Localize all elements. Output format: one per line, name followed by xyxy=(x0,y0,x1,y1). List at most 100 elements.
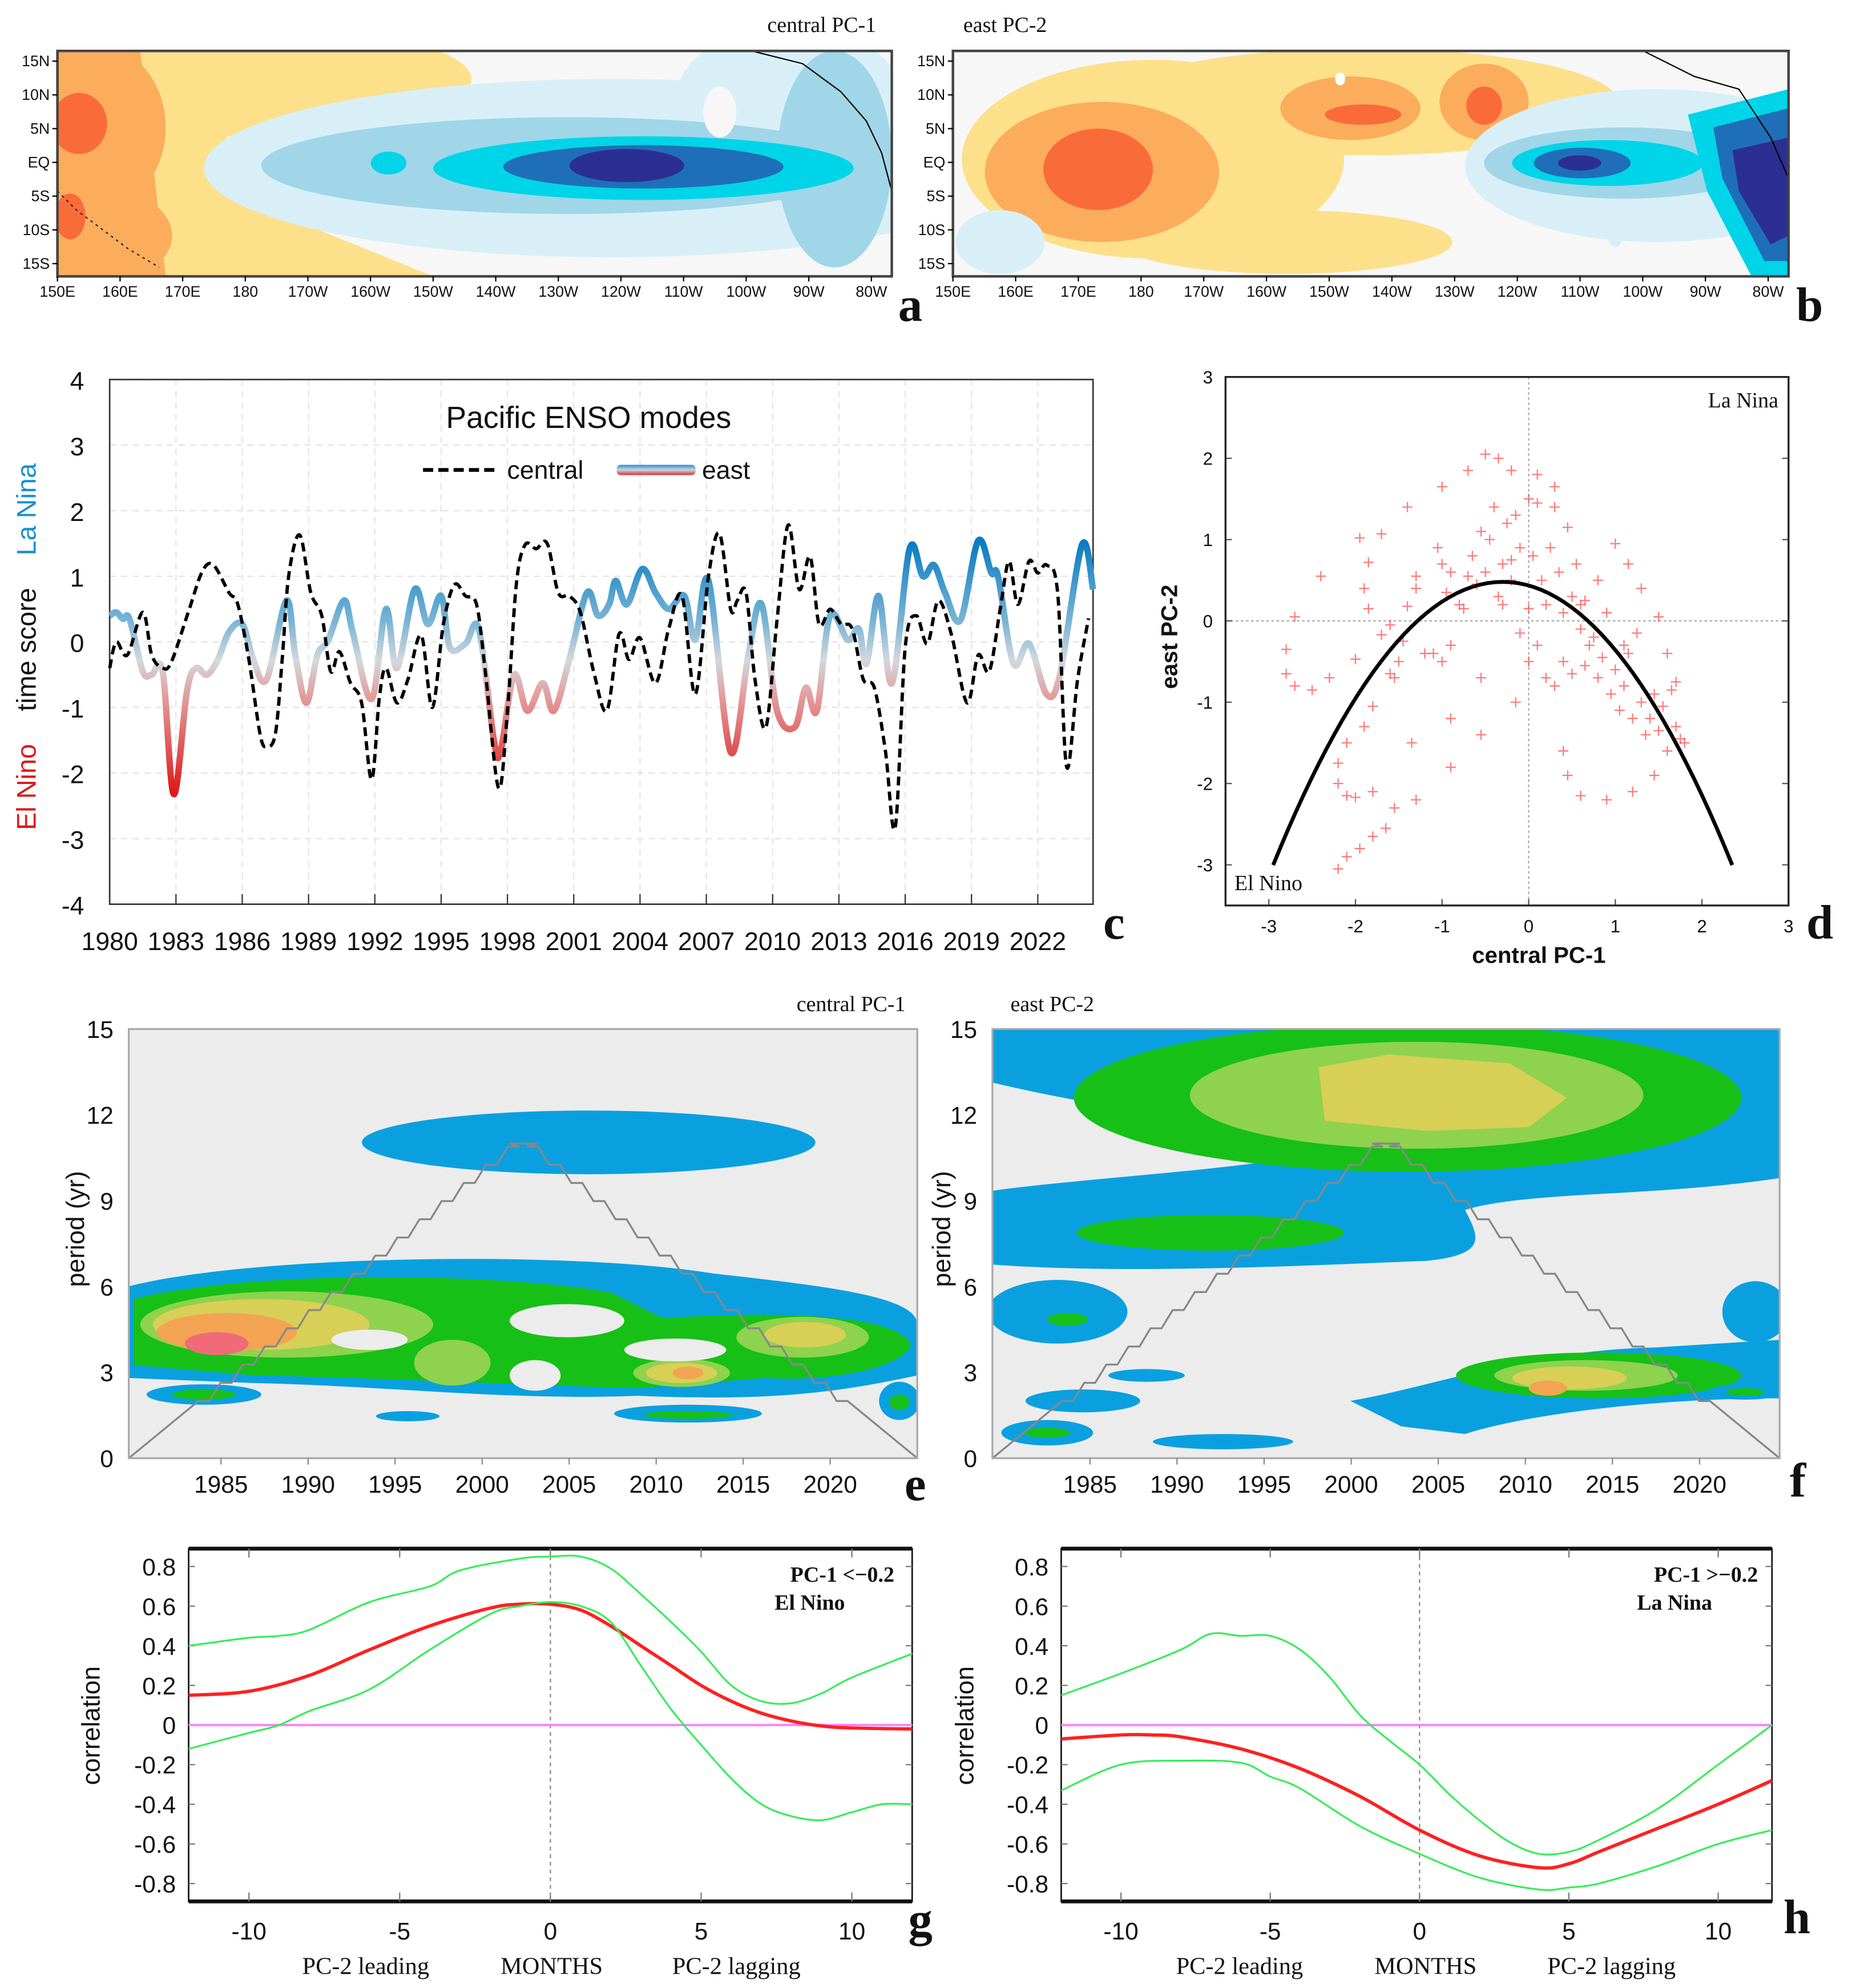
lon-tick-label: 160W xyxy=(350,283,391,300)
panel-g-event: El Nino xyxy=(774,1591,845,1615)
scatter-point xyxy=(1575,624,1586,635)
panel-label-c: c xyxy=(1103,896,1125,949)
lat-tick-label: EQ xyxy=(28,153,50,171)
scatter-point xyxy=(1567,668,1577,679)
quadratic-fit-curve xyxy=(1271,580,1734,866)
scatter-point xyxy=(1510,510,1521,520)
lon-tick-label: 120W xyxy=(601,283,641,300)
panel-e-frame xyxy=(127,1028,918,1460)
y-tick-label: 0 xyxy=(100,1445,114,1472)
panel-a-axes: 15N 10N 5N EQ 5S 10S 15S 150E 160E 170E 180 170W 160… xyxy=(22,52,887,300)
y-tick-label: 0 xyxy=(163,1712,176,1739)
scatter-point xyxy=(1632,628,1643,639)
ylabel-time-score: time score xyxy=(12,588,42,711)
panel-g-xlabel-center: MONTHS xyxy=(501,1953,603,1979)
scatter-point xyxy=(1601,794,1612,805)
scatter-point xyxy=(1506,465,1517,476)
correlation-line xyxy=(188,1602,913,1731)
panel-g-xlabel-left: PC-2 leading xyxy=(302,1953,430,1979)
cone-of-influence xyxy=(128,1142,918,1458)
scatter-point xyxy=(1476,526,1486,537)
scatter-point xyxy=(1402,502,1413,512)
y-tick-label: -0.2 xyxy=(1007,1752,1048,1779)
scatter-point xyxy=(1605,689,1616,700)
scatter-point xyxy=(1376,629,1387,640)
panel-b-frame xyxy=(951,50,1790,278)
scatter-point xyxy=(1341,790,1352,801)
scatter-point xyxy=(1498,559,1508,569)
panel-a-map xyxy=(57,51,892,277)
y-tick-label: 0.2 xyxy=(142,1672,176,1699)
x-tick-label: -10 xyxy=(232,1918,267,1945)
scatter-point xyxy=(1458,603,1469,614)
y-tick-label: 15 xyxy=(87,1016,114,1043)
scatter-point xyxy=(1575,599,1586,610)
scatter-point xyxy=(1653,725,1664,736)
scatter-point xyxy=(1666,685,1677,696)
panel-h-xlabel-left: PC-2 leading xyxy=(1176,1953,1304,1979)
panel-label-d: d xyxy=(1806,896,1833,949)
panel-f-axes: 15 12 9 6 3 0 1985 1990 1995 2000 2005 2010 2015 2020 xyxy=(950,1016,1726,1498)
x-tick-label: 1986 xyxy=(214,928,271,956)
scatter-point xyxy=(1367,831,1378,842)
lon-tick-label: 100W xyxy=(1623,283,1663,300)
scatter-point xyxy=(1498,599,1508,610)
scatter-point xyxy=(1580,595,1591,606)
scatter-point xyxy=(1554,567,1564,577)
correlation-line xyxy=(1061,1732,1773,1870)
scatter-point xyxy=(1675,733,1686,744)
islands xyxy=(57,190,160,268)
scatter-point xyxy=(1540,599,1551,610)
annotation-el-nino: El Nino xyxy=(1234,871,1302,895)
panel-c-title: Pacific ENSO modes xyxy=(446,401,731,435)
panel-b-map xyxy=(953,51,1789,277)
lon-tick-label: 180 xyxy=(1128,283,1154,300)
y-tick-label: -2 xyxy=(62,761,84,789)
panel-a-title: central PC-1 xyxy=(767,13,876,37)
y-tick-label: 9 xyxy=(964,1188,978,1215)
scatter-point xyxy=(1510,697,1521,708)
scatter-point xyxy=(1476,672,1486,683)
x-tick-label: 2000 xyxy=(1324,1471,1378,1498)
scatter-point xyxy=(1480,567,1491,577)
scatter-point xyxy=(1324,672,1335,683)
x-tick-label: -3 xyxy=(1261,916,1277,936)
scatter-point xyxy=(1545,542,1556,553)
x-tick-label: 0 xyxy=(544,1918,558,1945)
scatter-point xyxy=(1381,823,1391,834)
scatter-point xyxy=(1419,648,1430,659)
legend-east-label: east xyxy=(702,456,751,484)
y-tick-label: -0.4 xyxy=(134,1792,176,1819)
scatter-point xyxy=(1385,668,1395,679)
y-tick-label: -3 xyxy=(1197,855,1213,875)
annotation-la-nina: La Nina xyxy=(1708,389,1778,413)
scatter-point xyxy=(1480,449,1491,459)
scatter-point xyxy=(1536,575,1547,585)
lat-tick-label: 10S xyxy=(918,221,946,239)
lon-tick-label: 130W xyxy=(538,283,579,300)
x-tick-label: 2 xyxy=(1697,916,1706,936)
scatter-point xyxy=(1476,729,1486,740)
scatter-point xyxy=(1433,542,1443,553)
scatter-point xyxy=(1619,640,1629,650)
panel-f-wavelet xyxy=(992,1029,1780,1458)
scatter-point xyxy=(1523,494,1534,504)
lon-tick-label: 160E xyxy=(998,283,1034,300)
scatter-point xyxy=(1454,599,1465,610)
y-tick-label: 0.2 xyxy=(1015,1672,1048,1699)
y-tick-label: -4 xyxy=(62,892,84,920)
legend-east-swatch xyxy=(616,464,696,475)
y-tick-label: 15 xyxy=(950,1016,977,1043)
scatter-point xyxy=(1502,518,1512,529)
scatter-point xyxy=(1359,583,1370,594)
lat-tick-label: 15S xyxy=(23,255,50,272)
lon-tick-label: 170W xyxy=(1184,283,1224,300)
scatter-point xyxy=(1575,790,1586,801)
y-tick-label: 0.6 xyxy=(1015,1593,1048,1620)
cone-of-influence xyxy=(992,1142,1780,1458)
y-tick-label: -0.2 xyxy=(134,1752,176,1779)
lon-tick-label: 90W xyxy=(1690,283,1722,300)
scatter-point xyxy=(1601,607,1612,618)
lon-tick-label: 170W xyxy=(288,283,329,300)
y-tick-label: 0 xyxy=(1035,1712,1048,1739)
